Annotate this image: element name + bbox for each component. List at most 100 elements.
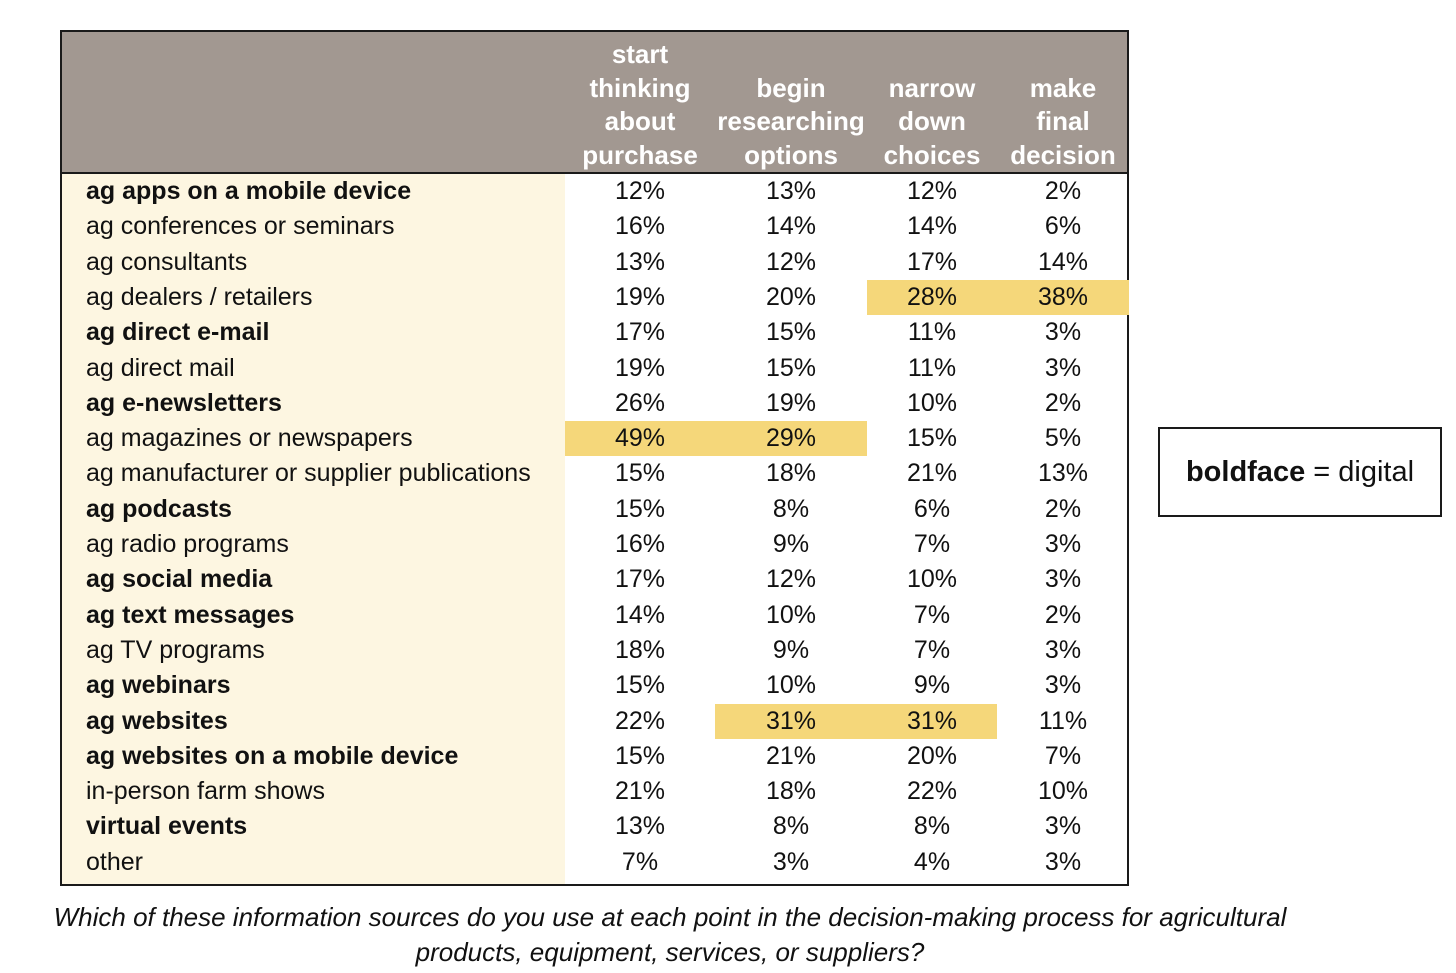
value-cell: 18% <box>614 635 666 664</box>
value-cell: 28% <box>906 282 958 311</box>
value-cell: 3% <box>1044 635 1082 664</box>
row-label: ag manufacturer or supplier publications <box>86 459 531 488</box>
row-label: ag magazines or newspapers <box>86 424 413 453</box>
highlight-cell <box>867 703 997 739</box>
column-header: begin researching options <box>717 72 865 170</box>
value-cell: 9% <box>913 671 951 700</box>
value-cell: 20% <box>906 741 958 770</box>
value-cell: 15% <box>765 318 817 347</box>
row-label: ag text messages <box>86 600 295 629</box>
row-label: ag conferences or seminars <box>86 212 395 241</box>
row-label: ag direct mail <box>86 353 235 382</box>
value-cell: 11% <box>1038 706 1088 735</box>
value-cell: 3% <box>1044 318 1082 347</box>
row-label: ag websites on a mobile device <box>86 741 459 770</box>
value-cell: 2% <box>1044 494 1082 523</box>
value-cell: 7% <box>913 600 951 629</box>
value-cell: 13% <box>765 177 817 205</box>
value-cell: 16% <box>614 212 666 241</box>
value-cell: 38% <box>1037 282 1089 311</box>
row-label: ag social media <box>86 565 273 594</box>
row-label: ag TV programs <box>86 635 265 664</box>
value-cell: 17% <box>614 565 666 594</box>
value-cell: 11% <box>907 353 957 382</box>
value-cell: 15% <box>614 671 666 700</box>
row-label: virtual events <box>86 812 248 841</box>
value-cell: 5% <box>1044 424 1082 453</box>
value-cell: 12% <box>765 565 817 594</box>
value-cell: 2% <box>1044 388 1082 417</box>
value-cell: 31% <box>906 706 958 735</box>
row-label: ag podcasts <box>86 494 232 523</box>
table-header: start thinking about purchase begin resea… <box>62 32 1127 174</box>
legend-bold-word: boldface <box>1185 455 1306 488</box>
value-cell: 19% <box>765 388 817 417</box>
value-cell: 21% <box>765 741 817 770</box>
value-cell: 3% <box>1044 353 1082 382</box>
value-cell: 15% <box>906 424 958 453</box>
value-cell: 15% <box>614 459 666 488</box>
value-cell: 16% <box>614 530 666 558</box>
value-cell: 20% <box>765 282 817 311</box>
value-cell: 49% <box>614 424 666 453</box>
column-header: start thinking about purchase <box>582 39 698 170</box>
value-cell: 31% <box>765 706 817 735</box>
value-cell: 19% <box>614 353 666 382</box>
value-cell: 22% <box>906 777 958 806</box>
value-cell: 6% <box>1044 212 1082 241</box>
value-cell: 12% <box>906 177 958 205</box>
highlight-cell <box>997 279 1129 316</box>
column-header: narrow down choices <box>883 72 981 170</box>
value-cell: 7% <box>621 847 659 876</box>
value-cell: 11% <box>907 318 957 347</box>
row-label: ag radio programs <box>86 530 289 558</box>
value-cell: 12% <box>765 247 817 276</box>
highlight-cell <box>867 279 997 316</box>
value-cell: 8% <box>772 812 810 841</box>
value-cell: 6% <box>913 494 951 523</box>
value-cell: 3% <box>1044 565 1082 594</box>
value-cell: 21% <box>906 459 958 488</box>
value-cell: 10% <box>765 600 817 629</box>
value-cell: 14% <box>614 600 666 629</box>
value-cell: 7% <box>1044 741 1082 770</box>
value-cell: 13% <box>614 812 666 841</box>
row-label: other <box>86 847 143 876</box>
row-label: ag websites <box>86 706 228 735</box>
value-cell: 15% <box>614 741 666 770</box>
value-cell: 8% <box>913 812 951 841</box>
value-cell: 13% <box>614 247 666 276</box>
value-cell: 12% <box>614 177 666 205</box>
value-cell: 18% <box>765 777 817 806</box>
legend-box: boldface = digital <box>1158 427 1442 517</box>
value-cell: 2% <box>1044 600 1082 629</box>
highlight-cell <box>565 421 715 457</box>
row-label: ag dealers / retailers <box>86 282 313 311</box>
row-label: ag webinars <box>86 671 231 700</box>
value-cell: 15% <box>765 353 817 382</box>
value-cell: 18% <box>765 459 817 488</box>
value-cell: 19% <box>614 282 666 311</box>
row-label-column <box>62 174 565 884</box>
row-label: ag direct e-mail <box>86 318 270 347</box>
row-label: ag consultants <box>86 247 248 276</box>
value-cell: 10% <box>1037 777 1089 806</box>
value-cell: 3% <box>1044 847 1082 876</box>
value-cell: 14% <box>1037 247 1089 276</box>
column-header: make final decision <box>1010 72 1116 170</box>
value-cell: 29% <box>765 424 817 453</box>
value-cell: 15% <box>614 494 666 523</box>
value-cell: 26% <box>614 388 666 417</box>
value-cell: 17% <box>906 247 958 276</box>
value-cell: 4% <box>913 847 951 876</box>
value-cell: 21% <box>614 777 666 806</box>
value-cell: 8% <box>772 494 810 523</box>
value-cell: 13% <box>1037 459 1089 488</box>
data-table: start thinking about purchase begin resea… <box>60 30 1129 886</box>
value-cell: 9% <box>772 635 810 664</box>
value-cell: 3% <box>1044 530 1082 558</box>
value-cell: 3% <box>772 847 810 876</box>
chart-caption: Which of these information sources do yo… <box>53 902 1287 967</box>
value-cell: 22% <box>614 706 666 735</box>
value-cell: 3% <box>1044 671 1082 700</box>
